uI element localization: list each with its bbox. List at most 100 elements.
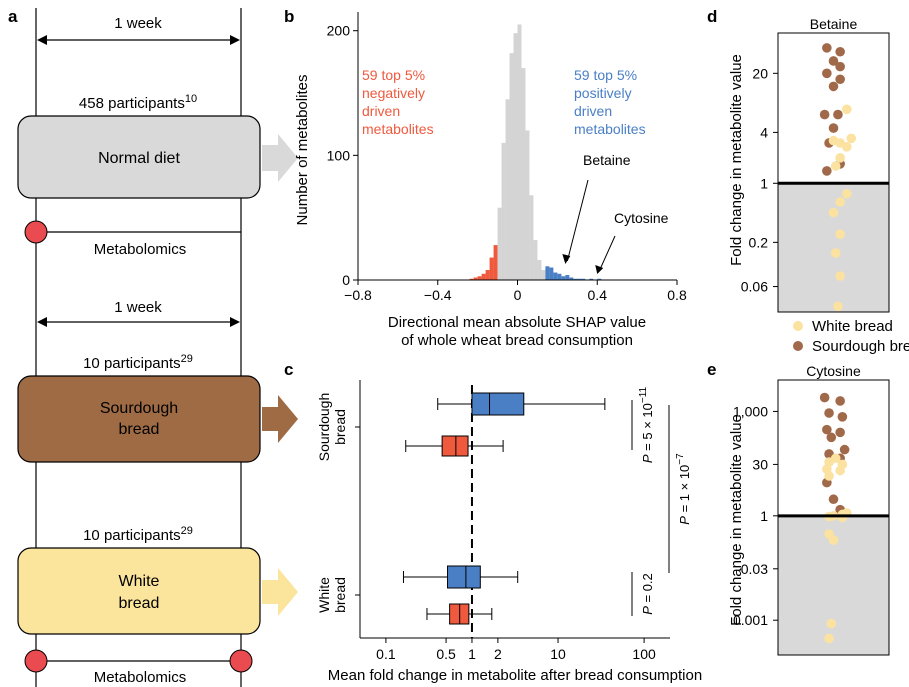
data-point (835, 153, 845, 163)
arrow-head-left (37, 35, 47, 45)
panel-e: e Cytosine 1,000 30 1 0.03 0.001 Fold change … (707, 360, 890, 656)
data-point (835, 61, 845, 72)
sourdough-arrow (262, 395, 298, 443)
data-point (830, 248, 841, 258)
histogram-bar (541, 270, 546, 280)
normal-diet-arrow (262, 134, 298, 182)
y-tick-label: 0.2 (749, 234, 769, 250)
data-point (835, 46, 845, 57)
panel-a: a 1 week 458 participants10 Normal diet … (8, 7, 298, 687)
panel-letter-a: a (8, 7, 18, 26)
histogram-bar (549, 267, 554, 280)
histogram-annotations: 59 top 5% negatively driven metabolites 59 t… (362, 67, 669, 275)
histogram-xlabel-line2: of whole wheat bread consumption (401, 332, 633, 349)
histogram-xlabel-line1: Directional mean absolute SHAP value (388, 314, 646, 331)
plot-title: Betaine (810, 16, 858, 32)
y-tick-label: 0.001 (733, 612, 768, 628)
data-point (837, 412, 848, 422)
plot-frame (777, 379, 890, 656)
x-tick-label: −0.8 (344, 287, 372, 303)
data-point (846, 133, 857, 144)
histogram-bar (537, 260, 542, 280)
data-point (835, 197, 845, 207)
histogram-bar (489, 257, 494, 280)
data-point (835, 396, 845, 406)
cytosine-ylabel: Fold change in metabolite value (728, 414, 745, 626)
below-baseline-shading (778, 183, 889, 312)
legend-sourdough-label: Sourdough bread (812, 338, 909, 355)
data-point (833, 301, 843, 312)
data-point (828, 494, 839, 505)
x-tick-label: 0.5 (436, 646, 456, 662)
group-label-line2: bread (332, 409, 348, 445)
normal-diet-label: Normal diet (98, 150, 180, 167)
arrow-head-right (230, 35, 240, 45)
data-point (837, 512, 848, 523)
histogram-bar (529, 195, 534, 280)
pvalue-label: P = 0.2 (640, 573, 655, 615)
histogram-bar (509, 53, 514, 280)
histogram-bar (573, 278, 578, 280)
data-point (828, 123, 839, 133)
histogram-bar (517, 24, 522, 280)
annotation-negative-line: metabolites (362, 121, 434, 137)
histogram-bar (477, 276, 482, 280)
boxplot-xlabel: Mean fold change in metabolite after bre… (328, 667, 702, 684)
annotation-negative-line: driven (362, 103, 400, 119)
plot-frame (777, 32, 890, 313)
x-tick-label: 0.8 (667, 287, 687, 303)
histogram-bar (485, 270, 490, 280)
histogram-bar (513, 33, 518, 280)
data-point (835, 229, 845, 239)
x-tick-label: 100 (632, 646, 656, 662)
betaine-scatter: Betaine 20 4 1 0.2 0.06 (741, 16, 890, 313)
cytosine-annotation: Cytosine (614, 210, 669, 226)
sourdough-label-line1: Sourdough (100, 400, 178, 417)
white-bread-arrow (262, 568, 298, 616)
pvalue-label: P = 5 × 10−11 (638, 386, 655, 463)
data-point (824, 471, 834, 481)
histogram-bar (597, 278, 602, 280)
week-label-mid: 1 week (114, 299, 162, 316)
x-tick-label: 0.4 (588, 287, 608, 303)
arrow-head-left (37, 317, 47, 327)
histogram-bar (533, 240, 538, 280)
pvalue-label: P = 1 × 10−7 (675, 453, 692, 525)
data-point (839, 444, 850, 455)
data-point (833, 109, 843, 120)
metabolomics-label-1: Metabolomics (94, 241, 187, 258)
data-point (819, 392, 830, 403)
histogram-bar (469, 278, 474, 280)
participants-normal-label: 458 participants10 (79, 93, 197, 112)
y-tick-label: 100 (327, 147, 351, 163)
betaine-ylabel: Fold change in metabolite value (728, 54, 745, 266)
histogram-bar (521, 68, 526, 281)
annotation-positive-line: 59 top 5% (574, 67, 637, 83)
annotation-positive-line: positively (574, 85, 632, 101)
histogram-bar (505, 99, 510, 280)
x-tick-label: 2 (494, 646, 502, 662)
data-point (822, 68, 832, 79)
x-tick-label: −0.4 (424, 287, 452, 303)
betaine-annotation: Betaine (583, 152, 631, 168)
histogram-bar (581, 278, 586, 280)
annotation-positive-line: metabolites (574, 121, 646, 137)
panel-b: b Number of metabolites −0.8 −0.4 0 0.4 0.8 0… (284, 7, 687, 349)
histogram-bar (497, 207, 502, 280)
data-point (828, 535, 839, 545)
y-tick-label: 0.03 (741, 561, 768, 577)
legend-white-bread-marker (793, 321, 803, 331)
data-point (835, 427, 845, 438)
data-point (824, 408, 834, 418)
data-point (842, 104, 852, 115)
histogram-bar (545, 266, 550, 280)
histogram-bar (589, 278, 594, 280)
normal-diet-box (17, 115, 261, 199)
data-point (824, 633, 834, 644)
annotation-positive-line: driven (574, 103, 612, 119)
panel-letter-e: e (707, 360, 716, 379)
histogram-bar (553, 272, 558, 280)
